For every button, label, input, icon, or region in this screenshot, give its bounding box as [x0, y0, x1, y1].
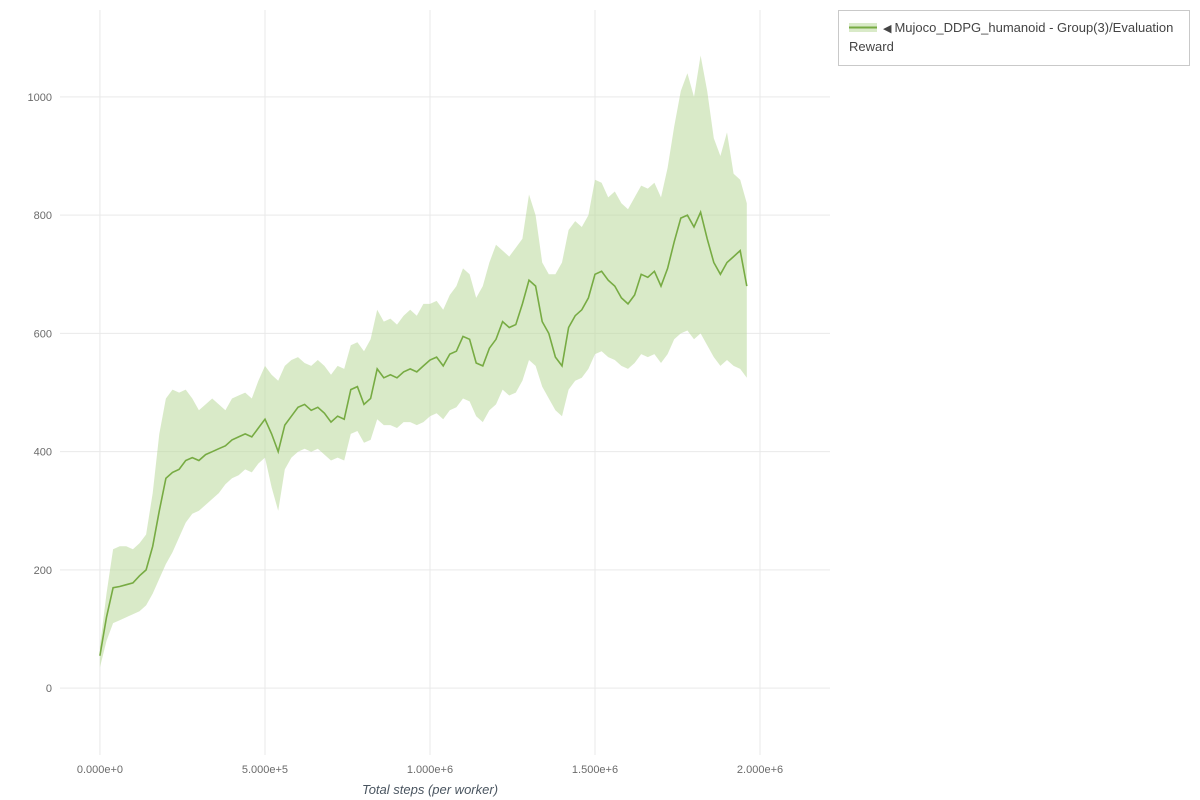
- legend-collapse-icon[interactable]: ◀: [883, 23, 892, 35]
- mean-line: [99, 209, 748, 656]
- x-tick-label: 0.000e+0: [77, 764, 123, 776]
- x-tick-label: 1.500e+6: [572, 764, 618, 776]
- confidence-band: [99, 55, 747, 668]
- x-tick-label: 1.000e+6: [407, 764, 453, 776]
- x-axis-label: Total steps (per worker): [361, 782, 499, 797]
- x-tick-label: 2.000e+6: [737, 764, 783, 776]
- y-tick-label: 200: [34, 565, 52, 577]
- y-tick-label: 1000: [28, 92, 52, 104]
- x-tick-labels: 0.000e+0 5.000e+5 1.000e+6 1.500e+6 2.000e+6: [77, 764, 783, 776]
- legend[interactable]: ◀ Mujoco_DDPG_humanoid - Group(3)/Evaluat…: [838, 10, 1190, 66]
- legend-swatch-icon: [849, 23, 877, 32]
- y-tick-label: 400: [34, 447, 52, 459]
- y-tick-labels: 0 200 400 600 800 1000: [28, 92, 52, 695]
- x-tick-label: 5.000e+5: [242, 764, 288, 776]
- legend-item[interactable]: ◀ Mujoco_DDPG_humanoid - Group(3)/Evaluat…: [849, 19, 1179, 57]
- y-tick-label: 0: [46, 683, 52, 695]
- y-tick-label: 600: [34, 328, 52, 340]
- y-tick-label: 800: [34, 210, 52, 222]
- legend-label: Mujoco_DDPG_humanoid - Group(3)/Evaluati…: [849, 20, 1174, 54]
